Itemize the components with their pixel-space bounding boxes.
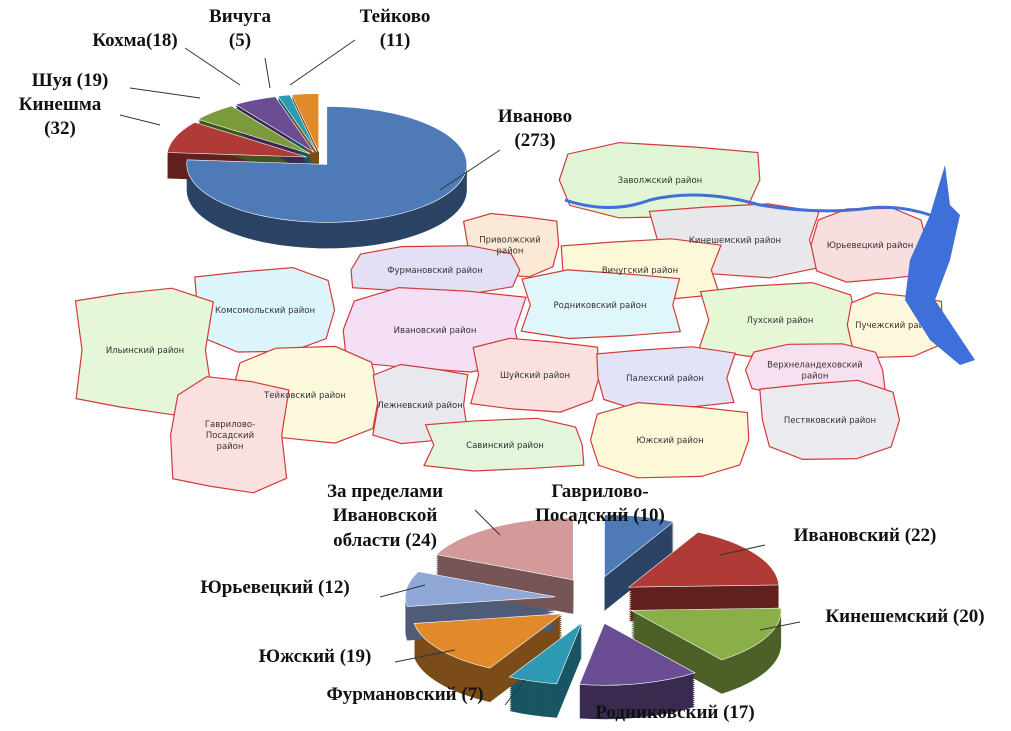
slice-label: Тейково	[360, 6, 431, 27]
pies: Иваново (273) Кинешма (32) Шуя (19) Кохма(18)…	[19, 6, 985, 723]
slice-label: Юрьевецкий (12)	[200, 577, 349, 598]
slice-label: (32)	[44, 118, 76, 139]
leader-line	[129, 87, 201, 99]
region	[423, 417, 585, 472]
leader-line	[394, 649, 456, 663]
slice	[578, 622, 696, 686]
leader-line	[119, 114, 161, 126]
region-label: Ивановский район	[394, 326, 477, 336]
region-label: Фурмановский район	[387, 266, 483, 276]
slice-label: Ивановской	[333, 505, 438, 526]
region-label: район	[497, 247, 524, 257]
leader-line	[504, 679, 526, 706]
slice	[234, 96, 315, 153]
slice-label: (5)	[229, 30, 251, 51]
reservoir	[905, 165, 975, 365]
region-label: Заволжский район	[618, 176, 702, 186]
river	[564, 193, 931, 217]
region-label: район	[802, 372, 829, 382]
region-label: Пучежский район	[855, 321, 935, 331]
leader-line	[379, 584, 426, 598]
slice	[197, 105, 311, 155]
slice	[166, 122, 307, 158]
slice-label: Иваново	[498, 106, 572, 127]
region	[169, 376, 290, 494]
region-label: Комсомольский район	[215, 306, 315, 316]
slice-label: Родниковский (17)	[595, 702, 755, 723]
region-label: Лежневский район	[377, 401, 463, 411]
region-label: Ильинский район	[106, 346, 184, 356]
slice-label: (273)	[514, 130, 555, 151]
leader-line	[289, 39, 356, 86]
region-label: Вичугский район	[602, 266, 678, 276]
region	[520, 269, 682, 340]
slice-label: Кохма(18)	[92, 30, 177, 51]
region	[350, 245, 521, 295]
slice-label: Посадский (10)	[535, 505, 665, 526]
leader-line	[719, 544, 766, 556]
slice-label: (11)	[380, 30, 411, 51]
slice-label: Фурмановский (7)	[326, 684, 483, 705]
leader-line	[184, 47, 241, 86]
region-label: Южский район	[636, 436, 703, 446]
region-label: Палехский район	[626, 374, 704, 384]
slice	[604, 514, 675, 578]
slice-label: Шуя (19)	[32, 70, 109, 91]
slice-label: За пределами	[327, 481, 443, 502]
slice-label: Кинешма	[19, 94, 102, 115]
leader-line	[474, 509, 501, 536]
slice-label: Ивановский (22)	[794, 525, 937, 546]
slice	[291, 93, 319, 152]
map: Заволжский район Кинешемский район Юрьевец…	[74, 141, 943, 494]
region-label: Тейковский район	[263, 391, 346, 401]
region-label: Гаврилово-	[205, 420, 255, 430]
region-label: Савинский район	[466, 441, 544, 451]
slice-label: Кинешемский (20)	[825, 606, 984, 627]
region	[810, 207, 931, 283]
slice	[413, 613, 564, 669]
region-label: Пестяковский район	[784, 416, 876, 426]
slice	[435, 517, 574, 581]
region-label: Посадский	[206, 431, 254, 441]
leader-line	[264, 57, 271, 89]
region-label: Лухский район	[747, 316, 814, 326]
region-label: Родниковский район	[553, 301, 646, 311]
slice-label: Гаврилово-	[551, 481, 648, 502]
slice	[186, 106, 468, 223]
slice	[405, 571, 556, 607]
leader-line	[759, 621, 801, 631]
region	[596, 346, 736, 411]
slice-label: области (24)	[333, 530, 437, 551]
region-label: Приволжский	[479, 236, 540, 246]
region-label: Шуйский район	[500, 371, 570, 381]
leader-line	[639, 689, 651, 706]
region-label: Верхнеландеховский	[767, 361, 863, 371]
slice	[627, 531, 780, 588]
region-label: Кинешемский район	[689, 236, 781, 246]
region-label: район	[217, 442, 244, 452]
slice	[277, 94, 317, 152]
slice	[629, 607, 782, 661]
region	[759, 379, 901, 461]
region	[589, 401, 750, 479]
slice-label: Вичуга	[209, 6, 271, 27]
slice	[508, 621, 583, 685]
region	[470, 337, 601, 413]
slice-label: Южский (19)	[259, 646, 372, 667]
region-label: Юрьевецкий район	[827, 241, 914, 251]
leader-line	[439, 149, 501, 191]
